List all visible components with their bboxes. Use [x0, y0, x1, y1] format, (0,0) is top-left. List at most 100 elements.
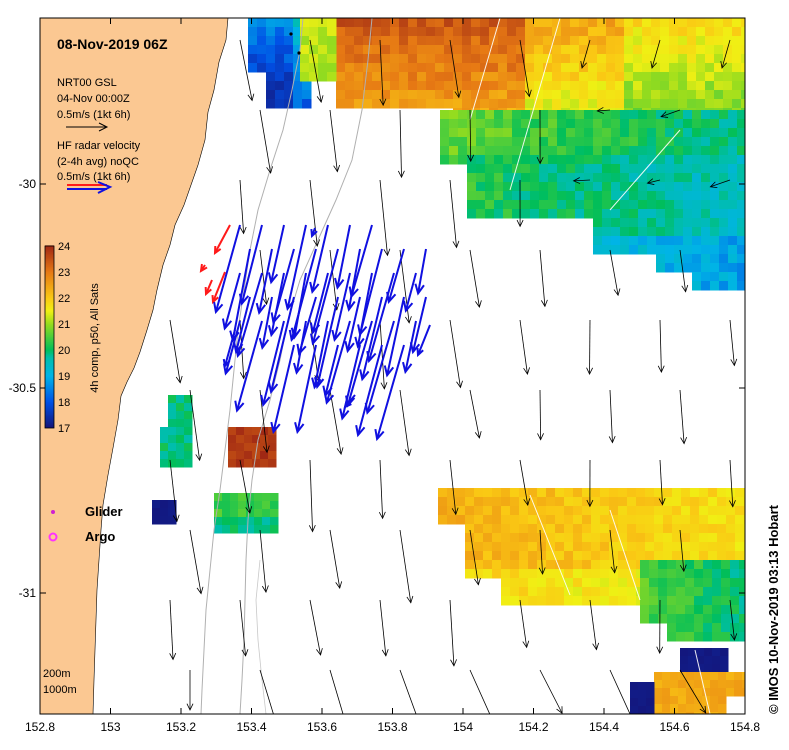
sst-pixel [546, 551, 556, 561]
sst-pixel [656, 236, 666, 246]
current-arrow [169, 599, 174, 660]
sst-pixel [667, 560, 677, 570]
sst-pixel [266, 63, 276, 73]
sst-pixel [184, 419, 193, 428]
current-arrow [329, 109, 338, 172]
sst-pixel [654, 672, 663, 681]
current-arrow [469, 389, 480, 439]
sst-pixel [611, 173, 621, 183]
sst-pixel [449, 110, 459, 120]
sst-pixel [543, 81, 553, 91]
sst-pixel [534, 27, 544, 37]
sst-pixel [543, 27, 553, 37]
radar-arrow-blue [270, 296, 295, 393]
sst-pixel [734, 680, 743, 689]
sst-pixel [501, 515, 511, 525]
sst-pixel [561, 81, 571, 91]
sst-pixel [498, 18, 508, 28]
sst-pixel [609, 578, 619, 588]
sst-pixel [647, 155, 657, 165]
sst-pixel [557, 155, 567, 165]
radar-arrow-blue [376, 344, 405, 440]
sst-pixel [597, 63, 607, 73]
sst-pixel [656, 146, 666, 156]
sst-pixel [704, 648, 713, 657]
sst-pixel [444, 36, 454, 46]
colorbar-segment [45, 405, 54, 408]
sst-pixel [718, 712, 727, 714]
current-arrow-head [475, 300, 482, 309]
sst-pixel [721, 578, 731, 588]
sst-pixel [642, 18, 652, 28]
sst-pixel [705, 18, 715, 28]
colorbar-segment [45, 418, 54, 421]
current-arrow-head [275, 729, 281, 736]
sst-pixel [579, 36, 589, 46]
sst-pixel [620, 227, 630, 237]
current-arrow-head [523, 367, 530, 375]
sst-pixel [593, 200, 603, 210]
sst-pixel [494, 182, 504, 192]
sst-pixel [570, 90, 580, 100]
sst-pixel [440, 119, 450, 129]
sst-pixel [537, 578, 547, 588]
current-arrow-head [610, 566, 618, 574]
sst-pixel [732, 63, 742, 73]
sst-pixel [609, 533, 619, 543]
sst-pixel [561, 63, 571, 73]
sst-pixel [408, 27, 418, 37]
sst-pixel [602, 227, 612, 237]
sst-pixel [658, 587, 668, 597]
radar-arrow-blue [296, 344, 317, 433]
sst-pixel [629, 209, 639, 219]
sst-pixel [492, 488, 502, 498]
sst-pixel [685, 614, 695, 624]
sst-pixel [275, 54, 285, 64]
sst-pixel [726, 551, 736, 561]
sst-pixel [683, 173, 693, 183]
sst-pixel [611, 191, 621, 201]
sst-pixel [663, 497, 673, 507]
sst-pixel [561, 72, 571, 82]
sst-pixel [591, 587, 601, 597]
sst-pixel [683, 155, 693, 165]
sst-pixel [474, 515, 484, 525]
sst-pixel [692, 128, 702, 138]
sst-pixel [293, 90, 303, 100]
sst-pixel [694, 560, 704, 570]
sst-pixel [521, 173, 531, 183]
colorbar-tick-label: 20 [58, 345, 70, 357]
current-arrow [469, 529, 479, 585]
sst-pixel [510, 587, 520, 597]
x-tick-label: 153.8 [377, 720, 407, 734]
sst-pixel [327, 63, 337, 73]
sst-pixel [363, 72, 373, 82]
sst-pixel [476, 164, 486, 174]
sst-pixel [494, 200, 504, 210]
sst-pixel [543, 90, 553, 100]
sst-pixel [453, 99, 463, 109]
colorbar-segment [45, 311, 54, 314]
sst-pixel [669, 72, 679, 82]
colorbar-label: 4h comp, p50, All Sats [89, 283, 101, 393]
sst-pixel [471, 54, 481, 64]
sst-pixel [656, 182, 666, 192]
current-arrow [449, 179, 457, 248]
sst-pixel [262, 493, 271, 502]
sst-pixel [710, 281, 720, 291]
sst-pixel [642, 45, 652, 55]
sst-pixel [543, 99, 553, 109]
sst-pixel [546, 560, 556, 570]
sst-pixel [588, 72, 598, 82]
sst-pixel [543, 72, 553, 82]
sst-pixel [372, 27, 382, 37]
sst-pixel [381, 54, 391, 64]
sst-pixel [712, 656, 721, 665]
sst-pixel [582, 596, 592, 606]
colorbar-segment [45, 396, 54, 399]
sst-pixel [665, 164, 675, 174]
sst-pixel [471, 63, 481, 73]
sst-pixel [701, 200, 711, 210]
sst-pixel [726, 497, 736, 507]
current-arrow [660, 109, 681, 118]
